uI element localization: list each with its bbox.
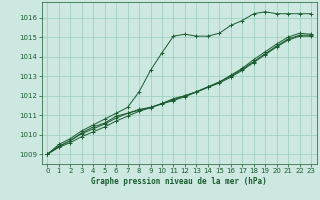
X-axis label: Graphe pression niveau de la mer (hPa): Graphe pression niveau de la mer (hPa)	[91, 177, 267, 186]
